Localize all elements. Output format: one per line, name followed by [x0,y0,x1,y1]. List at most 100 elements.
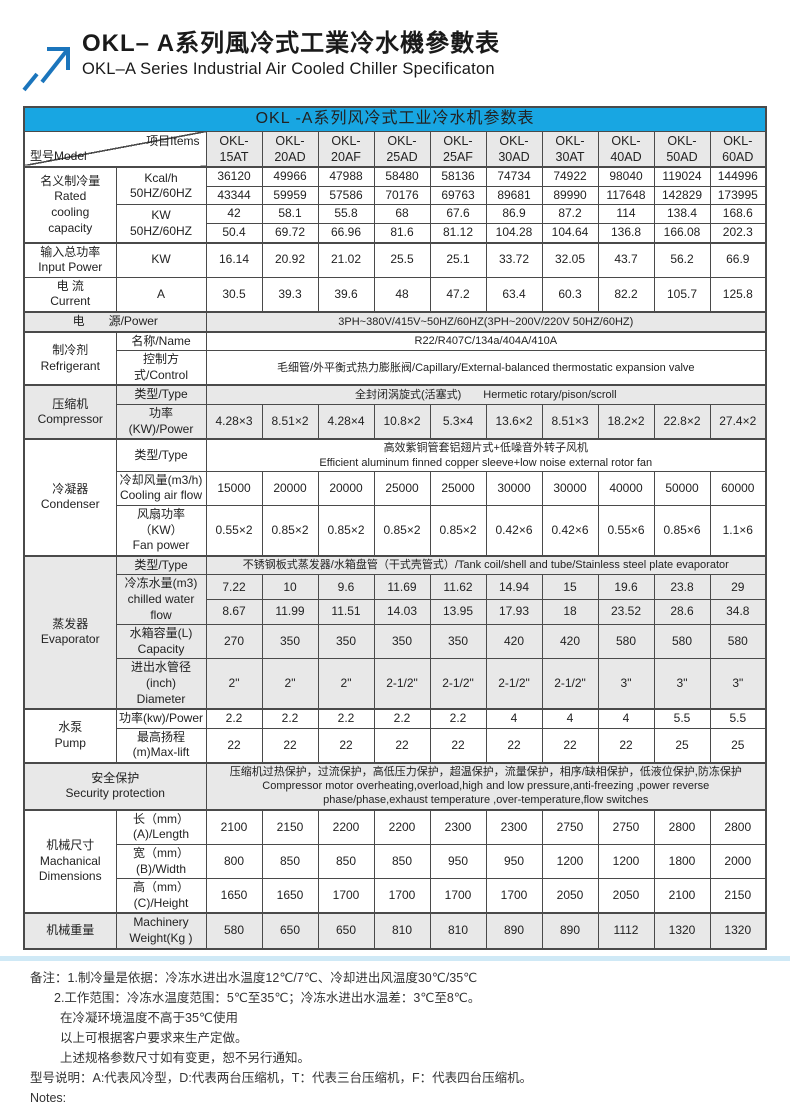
value-cell: 850 [317,843,375,880]
value-cell: 125.8 [709,276,767,313]
value-cell: 950 [485,843,543,880]
table-row: 电 流 Current A 30.5 39.3 39.6 48 47.2 63.4 60.3 82.… [23,276,767,313]
model-header-cell: OKL- 20AF [317,130,375,168]
value-cell: 136.8 [597,223,655,244]
note-line: 上述规格参数尺寸如有变更，恕不另行通知。 [60,1050,311,1065]
value-cell: 3" [709,658,767,710]
value-cell: 2000 [709,843,767,880]
value-cell: 25000 [373,470,431,506]
value-cell: 60000 [709,470,767,506]
value-cell: 105.7 [653,276,711,313]
value-cell: 48 [373,276,431,313]
value-cell: 2300 [429,808,487,845]
note-line: 在冷凝环境温度不高于35℃使用 [60,1010,238,1025]
value-cell: 30000 [485,470,543,506]
merged-value-cell: 压缩机过热保护，过流保护，高低压力保护，超温保护，流量保护，相序/缺相保护，低液… [205,761,767,811]
value-cell: 0.85×6 [653,504,711,557]
value-cell: 66.96 [317,223,375,244]
value-cell: 27.4×2 [709,404,767,440]
table-title: OKL -A系列风冷式工业冷水机参数表 [23,106,767,132]
value-cell: 2" [261,658,319,710]
item-label-cell: A [115,276,207,313]
value-cell: 202.3 [709,223,767,244]
value-cell: 580 [653,624,711,660]
value-cell: 50.4 [205,223,263,244]
section-label-cell: 电 源/Power [23,311,207,333]
value-cell: 10 [261,574,319,601]
value-cell: 420 [541,624,599,660]
item-label-cell: 高（mm）(C)/Height [115,878,207,914]
value-cell: 2750 [597,808,655,845]
value-cell: 0.85×2 [317,504,375,557]
value-cell: 30.5 [205,276,263,313]
value-cell: 22 [485,727,543,764]
corner-cell: 型号Model 项目Items [23,130,207,168]
value-cell: 20000 [317,470,375,506]
value-cell: 87.2 [541,204,599,225]
value-cell: 800 [205,843,263,880]
note-line: 型号说明：A:代表风冷型，D:代表两台压缩机，T：代表三台压缩机，F：代表四台压… [30,1070,533,1085]
value-cell: 950 [429,843,487,880]
value-cell: 81.6 [373,223,431,244]
value-cell: 18 [541,599,599,626]
model-header-cell: OKL- 30AT [541,130,599,168]
table-row: 水泵 Pump 功率(kw)/Power 2.2 2.2 2.2 2.2 2.2 4 4 4 5.5 5… [23,708,767,764]
value-cell: 1650 [205,878,263,914]
section-label-cell: 电 流 Current [23,276,117,313]
value-cell: 5.3×4 [429,404,487,440]
value-cell: 350 [429,624,487,660]
item-label-cell: 冷冻水量(m3) chilled water flow [115,574,207,626]
spec-table-wrapper: OKL -A系列风冷式工业冷水机参数表 型号Model 项目Items OKL- 15A… [23,106,768,950]
value-cell: 270 [205,624,263,660]
table-row: 名义制冷量 Rated cooling capacity Kcal/h 50HZ/60HZ… [23,166,767,244]
value-cell: 13.6×2 [485,404,543,440]
value-cell: 2-1/2" [429,658,487,710]
table-row: 电 源/Power 3PH~380V/415V~50HZ/60HZ(3PH~200… [23,311,767,333]
table-row: 冷凝器 Condenser 类型/Type 高效紫铜管套铝翅片式+低噪音外转子风机 Ef… [23,438,767,557]
note-line: 2.工作范围：冷冻水温度范围：5℃至35℃；冷冻水进出水温差：3℃至8℃。 [54,990,481,1005]
item-label-cell: 冷却风量(m3/h) Cooling air flow [115,470,207,506]
value-cell: 104.64 [541,223,599,244]
value-cell: 11.62 [429,574,487,601]
value-cell: 4.28×3 [205,404,263,440]
value-cell: 58480 [373,166,431,187]
notes: 备注：1.制冷量是依据：冷冻水进出水温度12℃/7℃、冷却进出风温度30℃/35… [30,968,790,1108]
section-label-cell: 制冷剂 Refrigerant [23,330,117,386]
value-cell: 43.7 [597,241,655,278]
merged-value-cell: 不锈钢板式蒸发器/水箱盘管（干式壳管式）/Tank coil/shell and… [205,554,767,576]
value-cell: 104.28 [485,223,543,244]
value-cell: 1.1×6 [709,504,767,557]
value-cell: 1700 [485,878,543,914]
value-cell: 2750 [541,808,599,845]
section-label-cell: 蒸发器 Evaporator [23,554,117,710]
spec-table: OKL -A系列风冷式工业冷水机参数表 型号Model 项目Items OKL- 15A… [23,106,768,950]
value-cell: 3" [597,658,655,710]
value-cell: 43344 [205,185,263,206]
value-cell: 580 [709,624,767,660]
value-cell: 20.92 [261,241,319,278]
value-cell: 69.72 [261,223,319,244]
value-cell: 42 [205,204,263,225]
value-cell: 13.95 [429,599,487,626]
table-row: OKL -A系列风冷式工业冷水机参数表 [23,106,767,132]
value-cell: 22 [205,727,263,764]
value-cell: 3" [653,658,711,710]
value-cell: 14.94 [485,574,543,601]
item-label-cell: 类型/Type [115,438,207,472]
value-cell: 850 [261,843,319,880]
value-cell: 74734 [485,166,543,187]
value-cell: 60.3 [541,276,599,313]
value-cell: 1200 [597,843,655,880]
value-cell: 4 [541,708,599,729]
value-cell: 0.55×2 [205,504,263,557]
item-label-cell: 水箱容量(L) Capacity [115,624,207,660]
value-cell: 25 [653,727,711,764]
model-header-cell: OKL- 60AD [709,130,767,168]
value-cell: 5.5 [653,708,711,729]
value-cell: 0.55×6 [597,504,655,557]
value-cell: 2.2 [261,708,319,729]
value-cell: 30000 [541,470,599,506]
title-block: OKL– A系列風冷式工業冷水機參數表 OKL–A Series Industr… [82,30,500,79]
value-cell: 2-1/2" [373,658,431,710]
value-cell: 40000 [597,470,655,506]
